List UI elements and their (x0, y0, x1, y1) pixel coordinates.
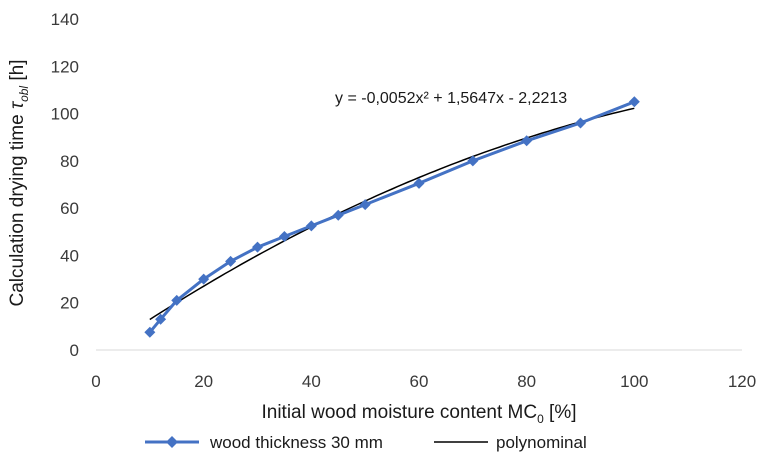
data-point-diamond (413, 177, 425, 189)
x-tick-label: 40 (302, 372, 321, 391)
legend-trendline-label: polynominal (496, 433, 587, 452)
data-point-diamond (521, 135, 533, 147)
series-line-wood-thickness-30mm (148, 100, 635, 334)
data-point-diamond (171, 294, 183, 306)
y-tick-label: 0 (70, 341, 79, 360)
x-tick-label: 60 (410, 372, 429, 391)
data-point-diamond (628, 96, 640, 108)
data-point-diamond (332, 209, 344, 221)
data-point-diamond (305, 220, 317, 232)
data-point-diamond (467, 155, 479, 167)
x-tick-label: 120 (728, 372, 756, 391)
plot-area (144, 96, 640, 338)
data-point-diamond (155, 313, 167, 325)
y-tick-label: 60 (60, 199, 79, 218)
data-point-diamond (198, 273, 210, 285)
y-tick-label: 120 (51, 57, 79, 76)
x-tick-label: 0 (91, 372, 100, 391)
data-point-diamond (144, 326, 156, 338)
y-tick-label: 140 (51, 10, 79, 29)
trendline-polynomial (149, 107, 635, 321)
data-point-diamond (225, 255, 237, 267)
legend-series-label: wood thickness 30 mm (209, 433, 383, 452)
y-axis-title: Calculation drying time τobl [h] (7, 59, 31, 306)
data-point-diamond (359, 199, 371, 211)
legend: wood thickness 30 mm polynominal (145, 433, 587, 452)
x-tick-labels: 0 20 40 60 80 100 120 (91, 372, 756, 391)
trendline-equation: y = -0,0052x² + 1,5647x - 2,2213 (335, 90, 567, 107)
x-tick-label: 80 (517, 372, 536, 391)
y-tick-label: 80 (60, 152, 79, 171)
x-tick-label: 100 (620, 372, 648, 391)
y-tick-label: 100 (51, 105, 79, 124)
x-axis-title: Initial wood moisture content MC0 [%] (261, 402, 576, 426)
y-tick-label: 20 (60, 294, 79, 313)
x-tick-label: 20 (194, 372, 213, 391)
legend-diamond-marker (166, 436, 178, 448)
legend-item-trendline: polynominal (434, 433, 587, 452)
data-point-diamond (252, 241, 263, 253)
data-point-diamond (278, 231, 290, 243)
data-point-diamond (575, 117, 586, 129)
y-tick-label: 40 (60, 246, 79, 265)
y-tick-labels: 0 20 40 60 80 100 120 140 (51, 10, 79, 360)
legend-item-data-series: wood thickness 30 mm (145, 433, 383, 452)
